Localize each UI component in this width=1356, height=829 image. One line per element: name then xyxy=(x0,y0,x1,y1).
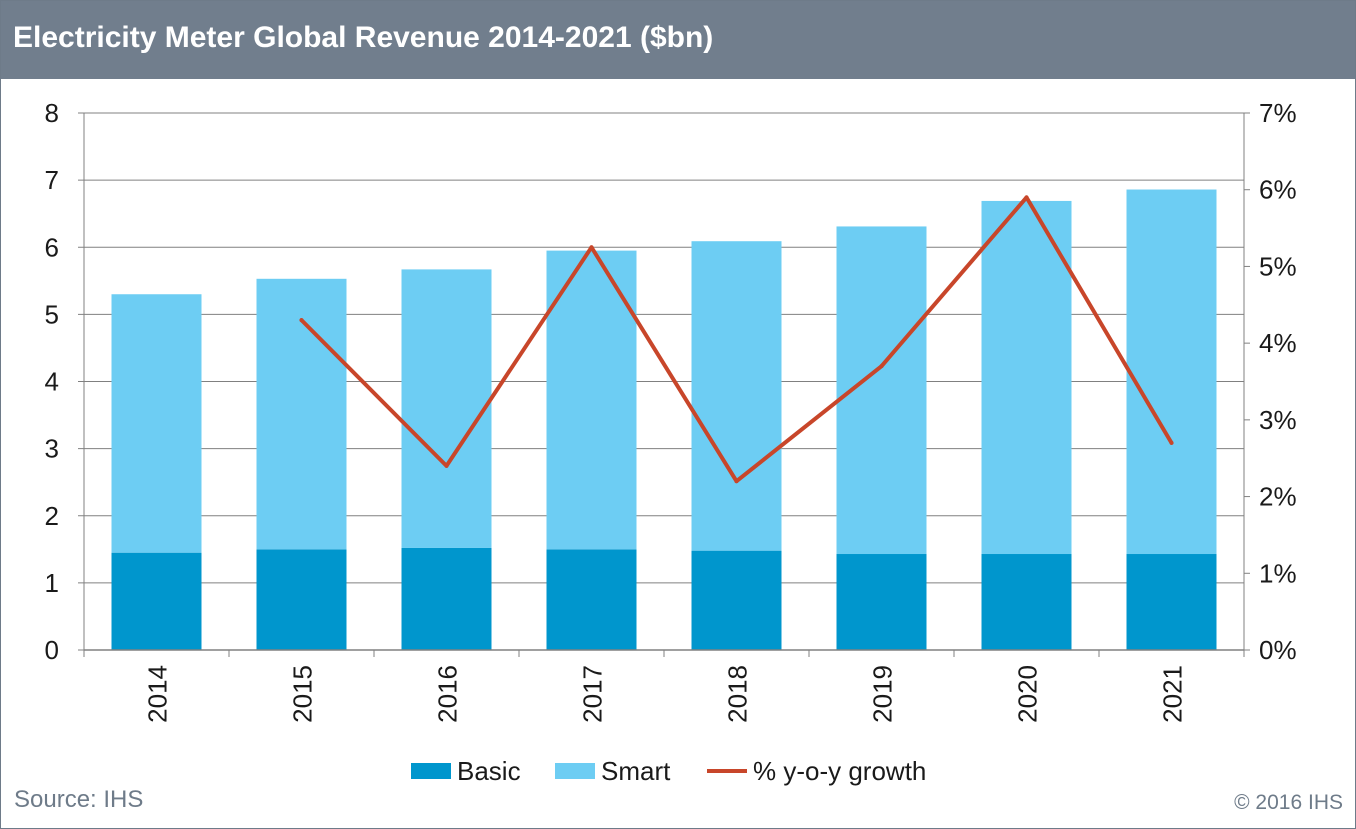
bar-basic xyxy=(1126,554,1217,650)
x-tick-label: 2020 xyxy=(1013,665,1043,723)
bar-basic xyxy=(256,549,347,650)
y-right-tick-label: 7% xyxy=(1259,98,1297,128)
y-left-tick-label: 8 xyxy=(45,98,59,128)
y-right-tick-label: 0% xyxy=(1259,635,1297,665)
bar-smart xyxy=(111,294,202,553)
bar-basic xyxy=(401,547,492,650)
title-bar: Electricity Meter Global Revenue 2014-20… xyxy=(1,1,1355,79)
legend-item-basic: Basic xyxy=(411,753,521,789)
legend-item-growth: % y-o-y growth xyxy=(707,753,926,789)
chart-title: Electricity Meter Global Revenue 2014-20… xyxy=(13,21,714,54)
growth-point xyxy=(589,245,594,250)
x-tick-label: 2021 xyxy=(1158,665,1188,723)
growth-point xyxy=(444,463,449,468)
y-left-tick-label: 3 xyxy=(45,434,59,464)
growth-point xyxy=(1024,195,1029,200)
y-left-tick-label: 6 xyxy=(45,232,59,262)
x-tick-label: 2017 xyxy=(578,665,608,723)
x-tick-label: 2014 xyxy=(143,665,173,723)
legend-swatch-basic xyxy=(411,763,451,779)
x-tick-label: 2016 xyxy=(433,665,463,723)
legend-label-smart: Smart xyxy=(601,755,671,786)
legend-line-growth xyxy=(707,769,747,773)
y-right-tick-label: 6% xyxy=(1259,175,1297,205)
copyright-note: © 2016 IHS xyxy=(1234,791,1343,814)
x-tick-label: 2015 xyxy=(288,665,318,723)
source-note: Source: IHS xyxy=(14,786,144,813)
bar-basic xyxy=(981,554,1072,650)
legend-swatch-smart xyxy=(555,763,595,779)
y-left-tick-label: 1 xyxy=(45,568,59,598)
y-left-tick-label: 5 xyxy=(45,299,59,329)
growth-point xyxy=(879,364,884,369)
chart-plot: 0 1 2 3 4 5 6 7 8 0% 1% 2% 3% 4% 5% 6% 7% 2014 2015 2016 201… xyxy=(45,98,1297,723)
bar-basic xyxy=(691,550,782,650)
bar-smart xyxy=(1126,189,1217,555)
y-left-tick-label: 4 xyxy=(45,367,59,397)
legend-label-growth: % y-o-y growth xyxy=(753,755,927,786)
bar-smart xyxy=(256,278,347,550)
chart-legend: Basic Smart % y-o-y growth xyxy=(1,753,1355,789)
bar-smart xyxy=(691,241,782,551)
bar-basic xyxy=(836,554,927,650)
x-tick-label: 2019 xyxy=(868,665,898,723)
x-tick-label: 2018 xyxy=(723,665,753,723)
y-right-tick-label: 1% xyxy=(1259,558,1297,588)
growth-point xyxy=(1169,440,1174,445)
bar-smart xyxy=(401,269,492,548)
y-left-tick-label: 2 xyxy=(45,501,59,531)
y-right-tick-label: 5% xyxy=(1259,251,1297,281)
legend-item-smart: Smart xyxy=(555,753,670,789)
y-right-tick-label: 3% xyxy=(1259,405,1297,435)
y-right-tick-label: 4% xyxy=(1259,328,1297,358)
growth-point xyxy=(734,479,739,484)
y-left-tick-label: 0 xyxy=(45,635,59,665)
growth-point xyxy=(299,318,304,323)
bar-basic xyxy=(111,552,202,650)
bar-basic xyxy=(546,549,637,650)
bar-smart xyxy=(546,250,637,550)
legend-label-basic: Basic xyxy=(457,755,521,786)
y-left-tick-label: 7 xyxy=(45,165,59,195)
y-right-tick-label: 2% xyxy=(1259,482,1297,512)
bar-smart xyxy=(981,200,1072,555)
